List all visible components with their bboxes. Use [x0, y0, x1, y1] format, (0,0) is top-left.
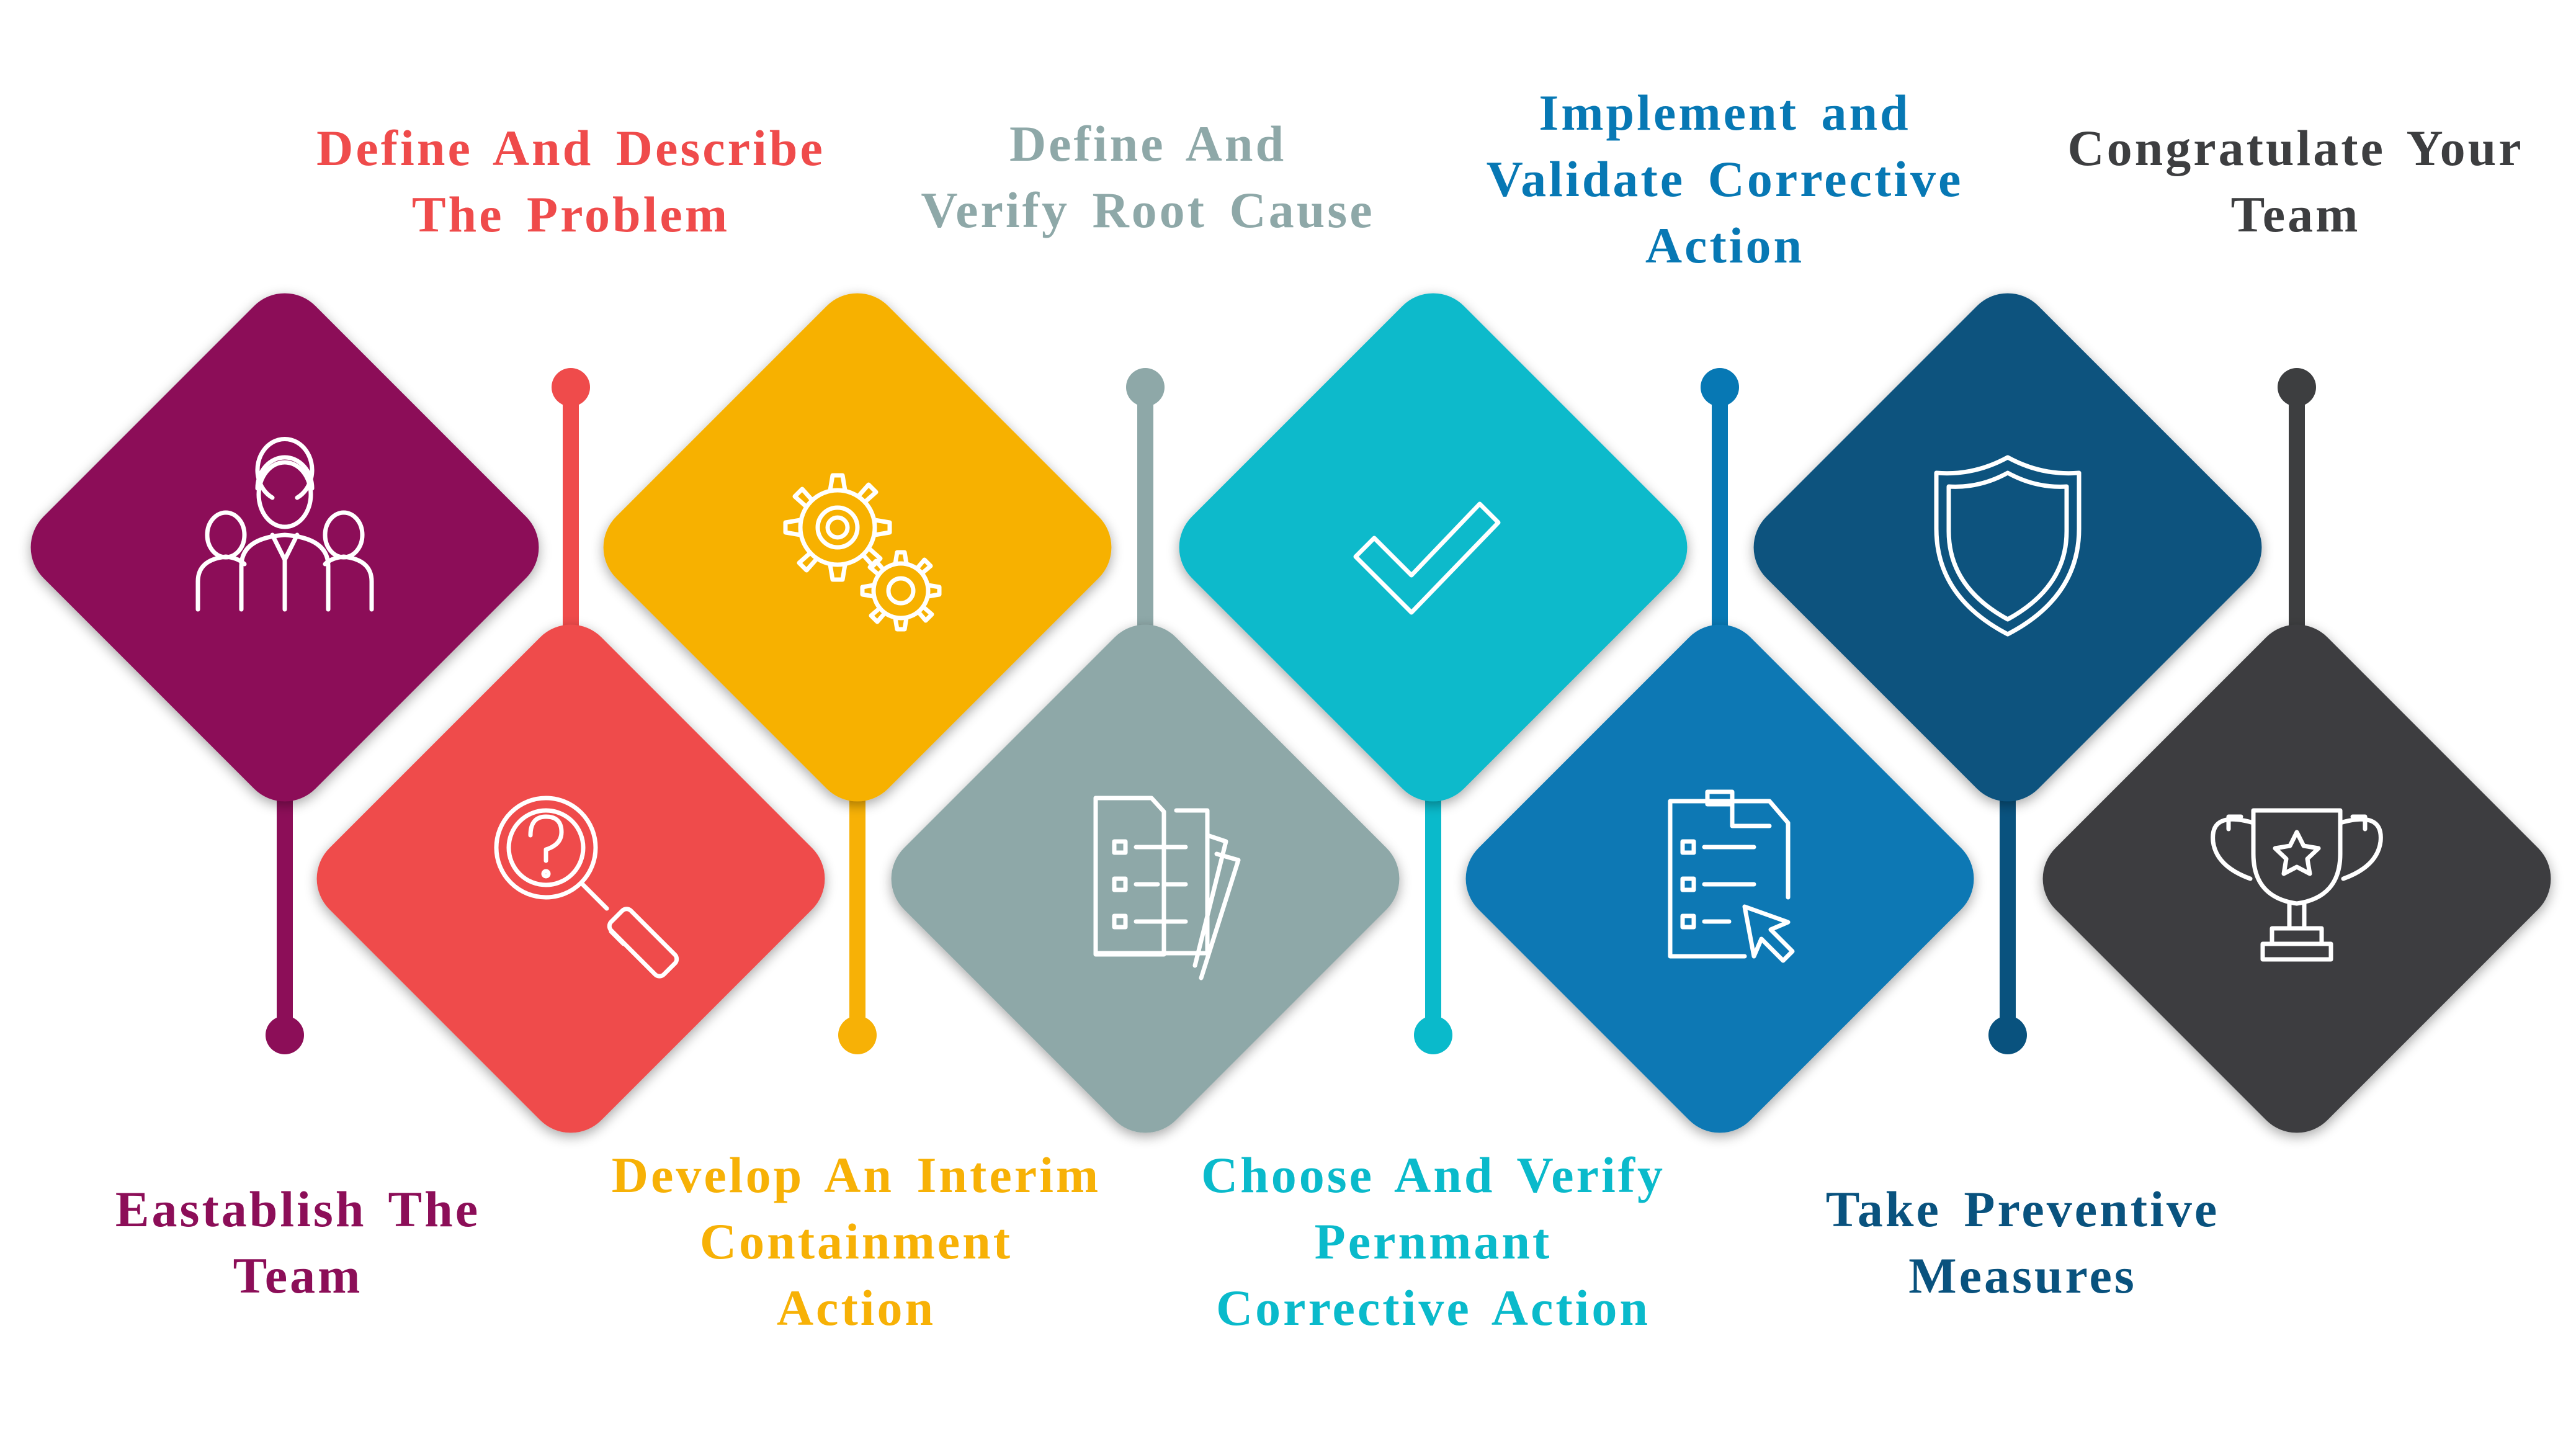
diamond-step-8 — [2042, 624, 2551, 1133]
step-label-8-line-2: Team — [2230, 186, 2361, 243]
team-icon — [195, 436, 374, 612]
step-label-4-line-1: Define And — [1009, 115, 1287, 172]
trophy-icon — [2211, 808, 2383, 962]
step-label-1-line-1: Eastablish The — [115, 1181, 481, 1237]
shield-icon — [1934, 455, 2082, 637]
step-label-2-line-1: Define And Describe — [316, 120, 825, 176]
magnifier-question-icon — [494, 796, 679, 979]
diamond-step-7 — [1753, 293, 2262, 802]
checklist-cursor-icon — [1668, 789, 1795, 963]
diamond-step-5 — [1179, 293, 1688, 802]
step-label-1: Eastablish The Team — [81, 1176, 515, 1309]
step-label-1-line-2: Team — [233, 1247, 363, 1304]
step-label-6: Implement and Validate Corrective Action — [1452, 79, 1998, 279]
step-label-5: Choose And Verify Pernmant Corrective Ac… — [1166, 1142, 1700, 1341]
step-label-7-line-2: Measures — [1908, 1247, 2137, 1304]
diamond-step-6 — [1465, 624, 1974, 1133]
step-label-7-line-1: Take Preventive — [1825, 1181, 2220, 1237]
diamond-step-1 — [30, 293, 539, 802]
step-label-3-line-3: Action — [776, 1280, 936, 1336]
step-label-6-line-1: Implement and — [1539, 84, 1911, 141]
step-label-3-line-2: Containment — [699, 1213, 1013, 1270]
checkmark-icon — [1353, 501, 1501, 615]
step-label-5-line-3: Corrective Action — [1215, 1280, 1651, 1336]
diamond-step-4 — [891, 624, 1400, 1133]
step-label-5-line-1: Choose And Verify — [1201, 1147, 1666, 1203]
step-label-3: Develop An Interim Containment Action — [589, 1142, 1123, 1341]
diamond-step-2 — [316, 624, 825, 1133]
step-label-7: Take Preventive Measures — [1787, 1176, 2258, 1309]
step-label-8: Congratulate Your Team — [2035, 115, 2556, 248]
step-label-6-line-3: Action — [1645, 217, 1805, 274]
step-label-4-line-2: Verify Root Cause — [921, 182, 1375, 238]
step-label-5-line-2: Pernmant — [1314, 1213, 1552, 1270]
step-label-8-line-1: Congratulate Your — [2067, 120, 2524, 176]
step-label-2: Define And Describe The Problem — [298, 115, 844, 248]
documents-icon — [1093, 796, 1241, 980]
step-label-6-line-2: Validate Corrective — [1486, 151, 1964, 207]
step-label-4: Define And Verify Root Cause — [881, 110, 1415, 243]
gears-icon — [783, 473, 942, 632]
diamonds — [30, 293, 2551, 1133]
diamond-step-3 — [603, 293, 1112, 802]
step-label-2-line-2: The Problem — [411, 186, 730, 243]
step-label-3-line-1: Develop An Interim — [611, 1147, 1101, 1203]
